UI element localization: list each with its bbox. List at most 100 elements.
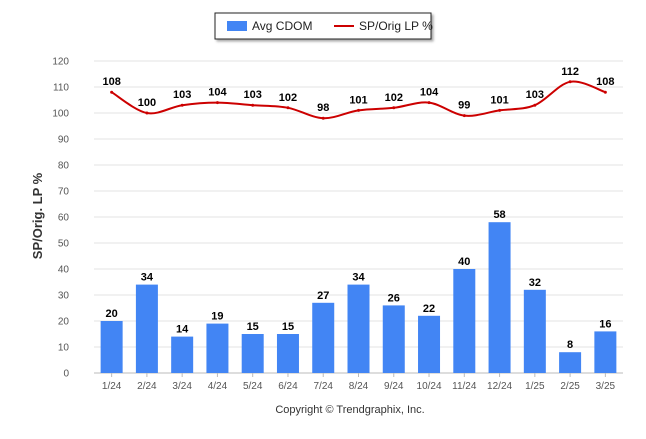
bar-data-label: 15 (282, 321, 294, 333)
x-tick-label: 12/24 (487, 381, 512, 392)
x-tick-label: 7/24 (313, 381, 333, 392)
x-tick-label: 10/24 (417, 381, 442, 392)
legend-swatch-bars (227, 21, 247, 31)
bar (347, 284, 370, 373)
line-point (145, 111, 149, 115)
y-tick-label: 60 (58, 213, 70, 224)
y-tick-label: 100 (52, 109, 69, 120)
line-point (462, 114, 466, 118)
x-tick-label: 3/24 (172, 381, 192, 392)
line-data-label: 103 (244, 89, 262, 101)
bar (594, 331, 617, 373)
line-point (427, 101, 431, 105)
y-tick-label: 90 (58, 135, 70, 146)
line-point (180, 103, 184, 107)
bar-data-label: 40 (458, 256, 470, 268)
line-point (533, 103, 537, 107)
x-tick-label: 6/24 (278, 381, 298, 392)
line-data-label: 103 (526, 89, 544, 101)
bar-data-label: 20 (106, 308, 118, 320)
line-series (110, 80, 607, 120)
x-tick-label: 2/25 (560, 381, 580, 392)
bar (523, 289, 546, 373)
line-data-label: 98 (317, 102, 329, 114)
x-tick-label: 3/25 (596, 381, 616, 392)
line-point (392, 106, 396, 110)
bar-data-label: 14 (176, 324, 189, 336)
grid (94, 60, 623, 374)
bar-data-label: 27 (317, 290, 329, 302)
line-data-label: 101 (349, 94, 367, 106)
x-tick-label: 11/24 (452, 381, 477, 392)
line-point (603, 90, 607, 94)
line-data-label: 112 (561, 66, 579, 78)
line-point (286, 106, 290, 110)
bar-data-label: 19 (211, 311, 223, 323)
x-tick-label: 9/24 (384, 381, 404, 392)
bar (135, 284, 158, 373)
x-axis: 1/24 2/24 3/24 4/24 5/24 6/24 7/24 8/24 9/24 10/2… (102, 373, 616, 392)
line-point (251, 103, 255, 107)
bar-data-label: 15 (247, 321, 259, 333)
bar (171, 336, 194, 373)
line-point (568, 80, 572, 84)
bar-data-labels: 20 34 14 19 15 15 27 34 26 22 40 58 32 8 16 (106, 209, 612, 351)
y-tick-label: 70 (58, 187, 70, 198)
line-data-label: 104 (208, 87, 227, 99)
line-point (215, 101, 219, 105)
line-data-label: 102 (385, 92, 403, 104)
bar-data-label: 16 (599, 318, 611, 330)
bar (453, 269, 476, 373)
line-data-label: 108 (102, 76, 120, 88)
bar (276, 334, 299, 373)
bar-data-label: 32 (529, 277, 541, 289)
line-data-label: 104 (420, 87, 439, 99)
y-tick-label: 0 (63, 369, 69, 380)
y-tick-label: 30 (58, 291, 70, 302)
legend: Avg CDOM SP/Orig LP % (214, 12, 433, 40)
x-tick-label: 5/24 (243, 381, 263, 392)
x-tick-label: 4/24 (208, 381, 228, 392)
bar-data-label: 58 (493, 209, 505, 221)
bar (418, 315, 441, 373)
x-tick-label: 8/24 (349, 381, 369, 392)
y-axis: 0 10 20 30 40 50 60 70 80 90 100 110 120 (52, 57, 69, 380)
copyright-credit: Copyright © Trendgraphix, Inc. (275, 404, 424, 416)
bar-data-label: 8 (567, 339, 573, 351)
bar (559, 352, 582, 373)
line-data-label: 100 (138, 97, 156, 109)
line-data-label: 101 (490, 94, 508, 106)
y-tick-label: 20 (58, 317, 70, 328)
bar (488, 222, 511, 373)
x-tick-label: 1/25 (525, 381, 545, 392)
legend-label-line: SP/Orig LP % (359, 19, 433, 33)
bar (206, 323, 229, 373)
bar (100, 321, 123, 373)
y-tick-label: 40 (58, 265, 70, 276)
x-tick-label: 1/24 (102, 381, 122, 392)
line-data-label: 103 (173, 89, 191, 101)
legend-label-bars: Avg CDOM (252, 19, 312, 33)
line-point (110, 90, 114, 94)
y-tick-label: 110 (53, 83, 69, 94)
line-data-label: 102 (279, 92, 297, 104)
line-point (498, 108, 502, 112)
bar-series (100, 222, 617, 373)
bar (312, 302, 335, 373)
y-axis-title: SP/Orig. LP % (30, 172, 45, 259)
bar-data-label: 26 (388, 292, 400, 304)
line-point (321, 116, 325, 120)
y-tick-label: 80 (58, 161, 70, 172)
line-data-label: 99 (458, 100, 470, 112)
y-tick-label: 10 (58, 343, 70, 354)
legend-box (214, 12, 432, 40)
bar (241, 334, 264, 373)
y-tick-label: 120 (52, 57, 69, 68)
line-data-label: 108 (596, 76, 614, 88)
bar-data-label: 22 (423, 303, 435, 315)
y-tick-label: 50 (58, 239, 70, 250)
line-point (357, 108, 360, 112)
bar (382, 305, 405, 373)
